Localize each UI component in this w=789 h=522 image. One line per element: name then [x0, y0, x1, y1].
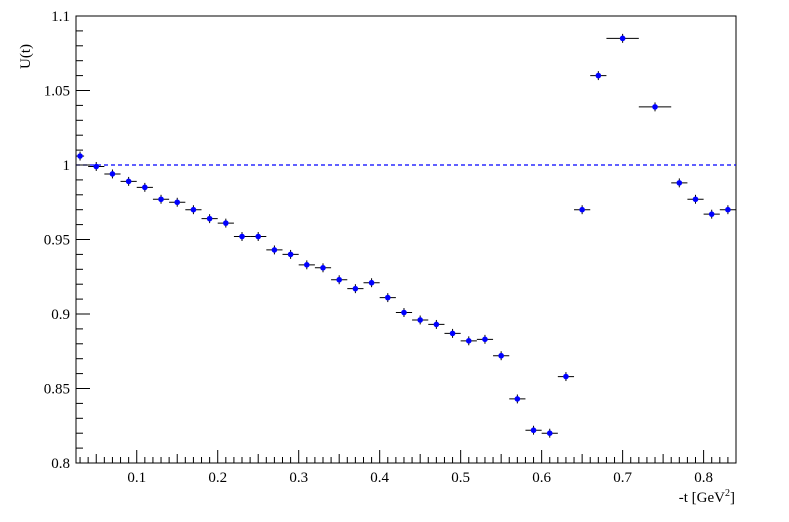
data-point-19: [384, 294, 391, 301]
x-axis-label: -t [GeV2]: [679, 488, 735, 506]
data-point-3: [125, 178, 132, 185]
data-point-10: [239, 233, 245, 240]
data-point-21: [417, 317, 423, 323]
data-point-2: [109, 171, 116, 177]
data-point-4: [142, 184, 148, 191]
x-tick-label: 0.4: [370, 470, 389, 486]
x-tick-label: 0.8: [694, 470, 713, 486]
data-point-33: [619, 35, 626, 42]
data-point-7: [190, 206, 197, 213]
data-point-37: [708, 211, 715, 217]
y-tick-label: 0.9: [51, 307, 70, 323]
data-point-29: [546, 430, 553, 437]
data-point-24: [465, 338, 472, 344]
data-point-27: [514, 396, 521, 402]
data-point-16: [336, 276, 342, 283]
data-point-8: [206, 215, 213, 222]
data-point-38: [725, 206, 731, 213]
data-point-14: [303, 262, 310, 268]
y-tick-label: 0.8: [51, 456, 70, 472]
x-tick-label: 0.2: [208, 470, 227, 486]
y-tick-label: 0.85: [44, 382, 70, 398]
data-point-6: [174, 199, 181, 206]
x-tick-label: 0.5: [451, 470, 470, 486]
plot-frame: [75, 15, 737, 464]
data-point-9: [223, 220, 229, 226]
x-tick-label: 0.1: [127, 470, 146, 486]
y-tick-label: 1.05: [44, 84, 70, 100]
y-tick-label: 1: [63, 158, 71, 174]
data-point-34: [652, 104, 658, 110]
data-point-11: [255, 233, 262, 240]
data-point-13: [287, 251, 294, 258]
data-point-35: [676, 180, 683, 186]
x-tick-label: 0.3: [289, 470, 308, 486]
data-point-28: [530, 427, 537, 434]
plot-area: 0.1 0.2 0.3 0.4 0.5 0.6 0.7 0.8 0.8 0.85 0.9 0.95 1 1…: [44, 9, 737, 486]
data-point-25: [482, 336, 488, 343]
data-point-5: [158, 196, 164, 203]
y-tick-label: 0.95: [44, 233, 70, 249]
data-point-26: [498, 352, 504, 359]
y-axis-label: U(t): [18, 44, 34, 69]
data-point-22: [433, 321, 440, 328]
x-tick-label: 0.6: [532, 470, 551, 486]
x-tick-label: 0.7: [613, 470, 632, 486]
data-point-31: [579, 206, 585, 213]
data-point-1: [93, 163, 100, 170]
data-point-30: [563, 373, 569, 380]
y-tick-label: 1.1: [51, 9, 70, 25]
data-point-0: [77, 153, 83, 159]
data-point-12: [271, 247, 278, 253]
data-point-36: [692, 196, 699, 203]
data-point-20: [401, 309, 407, 316]
data-point-32: [595, 72, 602, 79]
data-point-18: [368, 279, 375, 286]
data-point-17: [352, 285, 359, 292]
data-point-15: [320, 265, 326, 271]
data-point-23: [449, 330, 456, 337]
